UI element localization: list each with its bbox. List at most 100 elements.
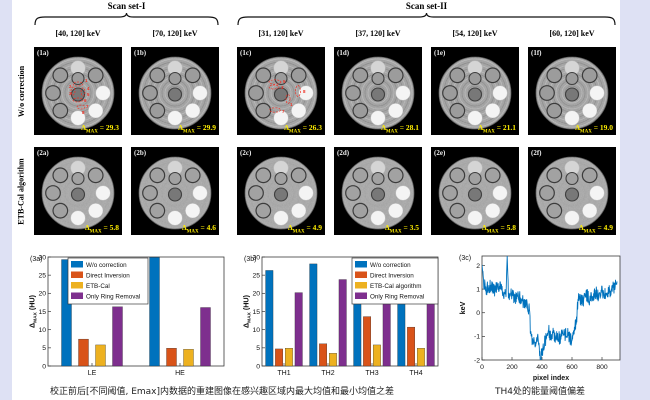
phantom-cell-1d: (1d) ΔMAX = 28.1 bbox=[334, 47, 422, 135]
roi-number: 1 bbox=[85, 78, 88, 83]
cell-tag: (2d) bbox=[337, 149, 350, 157]
bar-chart-3b: (3b) 0 5 10 15 20 25 30 ΔMAX (HU) TH1 TH2 TH3 TH4 W/o… bbox=[242, 248, 442, 380]
legend-entry-label: ETB-Cal bbox=[86, 283, 110, 290]
legend-swatch bbox=[355, 282, 367, 289]
cell-tag: (2b) bbox=[134, 149, 147, 157]
panel-label: (3a) bbox=[30, 256, 42, 263]
y-tick-label: 20 bbox=[252, 291, 260, 298]
y-tick-label: 20 bbox=[38, 291, 46, 298]
phantom-cell-2a: (2a) ΔMAX = 5.8 bbox=[34, 147, 122, 235]
roi-number: 3 bbox=[69, 91, 72, 96]
bar-3b-TH3-series3 bbox=[382, 300, 391, 367]
cell-tag: (1c) bbox=[240, 49, 252, 57]
y-axis-label: ΔMAX (HU) bbox=[242, 294, 252, 328]
energy-window-label: [54, 120] keV bbox=[452, 29, 498, 38]
y-tick-label: 30 bbox=[252, 254, 260, 261]
legend-entry-label: Only Ring Removal bbox=[370, 293, 424, 300]
bar-3a-LE-series2 bbox=[95, 344, 106, 367]
bar-3a-LE-series1 bbox=[78, 338, 89, 367]
energy-window-label: [40, 120] keV bbox=[55, 29, 101, 38]
phantom-cell-2e: (2e) ΔMAX = 5.8 bbox=[431, 147, 519, 235]
bar-3b-TH1-series2 bbox=[285, 348, 293, 367]
bar-3b-TH3-series1 bbox=[363, 316, 371, 367]
y-tick-label: 0 bbox=[256, 363, 260, 370]
bar-3a-LE-series0 bbox=[61, 259, 72, 367]
threshold-deviation-line bbox=[482, 256, 618, 360]
phantom-cell-2f: (2f) ΔMAX = 4.9 bbox=[528, 147, 616, 235]
bar-3a-LE-series3 bbox=[112, 306, 123, 367]
bar-3a-HE-series1 bbox=[166, 348, 177, 367]
x-tick-label: TH1 bbox=[277, 370, 290, 377]
cell-tag: (1b) bbox=[134, 49, 147, 57]
y-tick-label: 10 bbox=[38, 327, 46, 334]
energy-window-label: [60, 120] keV bbox=[549, 29, 595, 38]
y-tick-label: 10 bbox=[252, 327, 260, 334]
roi-number: 7 bbox=[86, 104, 89, 109]
ct-phantom-image bbox=[341, 56, 415, 130]
x-tick-label: HE bbox=[175, 370, 185, 377]
chart-svg-3c: (3c) -2 -1 0 1 2 0 200 400 600 800 keV pixel index bbox=[458, 255, 621, 382]
roi-number: 3 bbox=[281, 85, 284, 90]
dmax-value: ΔMAX = 4.9 bbox=[578, 222, 613, 235]
legend-swatch bbox=[71, 271, 83, 278]
phantom-cell-1c: 5 3 8 1 7 (1c) ΔMAX = 26.3 bbox=[237, 47, 325, 135]
bar-3b-TH4-series3 bbox=[426, 300, 435, 367]
bar-3b-TH1-series3 bbox=[294, 292, 303, 367]
ct-phantom-image bbox=[41, 156, 115, 230]
dmax-value: ΔMAX = 3.5 bbox=[384, 222, 419, 235]
x-tick-label: 200 bbox=[506, 364, 518, 371]
figure-panel: Scan set-I Scan set-II [40, 120] keV [70, 1… bbox=[12, 0, 621, 400]
dmax-value: ΔMAX = 5.8 bbox=[84, 222, 119, 235]
roi-number: 6 bbox=[84, 98, 87, 103]
row-label: W/o correction bbox=[13, 47, 30, 135]
x-tick-label: TH3 bbox=[365, 370, 378, 377]
phantom-cell-1e: (1e) ΔMAX = 21.1 bbox=[431, 47, 519, 135]
dmax-value: ΔMAX = 19.0 bbox=[575, 122, 613, 135]
cell-tag: (1a) bbox=[37, 49, 49, 57]
legend-swatch bbox=[71, 292, 83, 299]
panel-label: (3c) bbox=[459, 255, 471, 262]
legend-swatch bbox=[355, 292, 367, 299]
y-tick-label: 25 bbox=[38, 272, 46, 279]
roi-number: 1 bbox=[290, 102, 293, 107]
phantom-cell-1b: (1b) ΔMAX = 29.9 bbox=[131, 47, 219, 135]
cell-tag: (2e) bbox=[434, 149, 446, 157]
roi-annotations: 53 8 17 bbox=[268, 79, 306, 114]
row-label: ETB-Cal algorithm bbox=[13, 147, 30, 235]
chart-svg-3a: (3a) 0 5 10 15 20 25 30 ΔMAX (HU) LE HE W/o correct… bbox=[28, 254, 225, 377]
cell-tag: (2c) bbox=[240, 149, 252, 157]
roi-number: 7 bbox=[282, 109, 285, 114]
cell-tag: (2a) bbox=[37, 149, 49, 157]
legend-entry-label: Direct Inversion bbox=[370, 272, 414, 279]
y-axis-label: keV bbox=[458, 301, 467, 314]
ct-phantom-image bbox=[341, 156, 415, 230]
bar-chart-3a: (3a) 0 5 10 15 20 25 30 ΔMAX (HU) LE HE W/o correct… bbox=[28, 248, 228, 380]
roi-number: 4 bbox=[87, 86, 90, 91]
cell-tag: (1f) bbox=[531, 49, 542, 57]
ct-phantom-image bbox=[535, 56, 609, 130]
cell-tag: (1e) bbox=[434, 49, 446, 57]
y-tick-label: 0 bbox=[42, 363, 46, 370]
y-tick-label: 5 bbox=[42, 345, 46, 352]
bar-3b-TH2-series0 bbox=[309, 263, 318, 367]
energy-window-label: [37, 120] keV bbox=[355, 29, 401, 38]
ct-phantom-image bbox=[138, 156, 212, 230]
legend-entry-label: W/o correction bbox=[86, 262, 127, 269]
y-tick-label: 1 bbox=[476, 286, 480, 293]
x-tick-label: 400 bbox=[536, 364, 548, 371]
bar-3b-TH2-series3 bbox=[338, 279, 347, 367]
roi-number: 2 bbox=[69, 84, 72, 89]
cell-tag: (2f) bbox=[531, 149, 542, 157]
y-tick-label: 0 bbox=[476, 310, 480, 317]
legend-swatch bbox=[71, 282, 83, 289]
dmax-value: ΔMAX = 28.1 bbox=[381, 122, 419, 135]
x-axis-label: pixel index bbox=[533, 375, 569, 382]
ct-phantom-image bbox=[535, 156, 609, 230]
y-tick-label: -1 bbox=[474, 334, 480, 341]
bar-3b-TH4-series1 bbox=[407, 326, 416, 367]
ct-phantom-image bbox=[438, 156, 512, 230]
line-chart-3c: (3c) -2 -1 0 1 2 0 200 400 600 800 keV pixel index bbox=[458, 248, 628, 384]
y-tick-label: 15 bbox=[38, 309, 46, 316]
